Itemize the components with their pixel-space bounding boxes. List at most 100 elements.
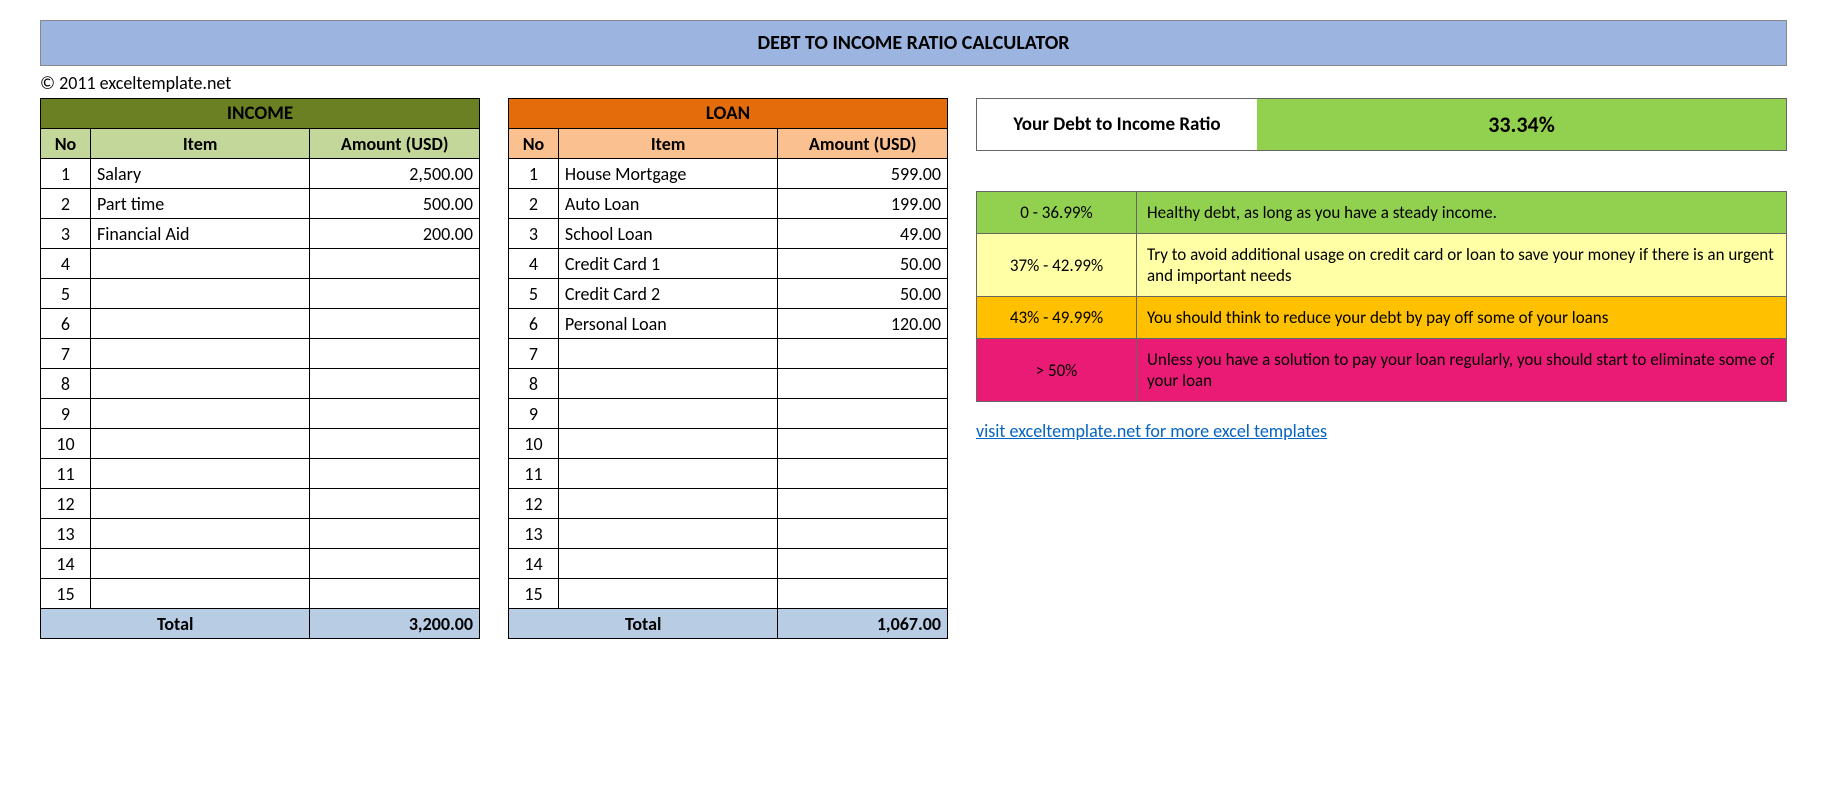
cell-item[interactable]: Auto Loan [558,189,777,219]
cell-no[interactable]: 12 [509,489,559,519]
cell-no[interactable]: 10 [509,429,559,459]
cell-item[interactable]: Personal Loan [558,309,777,339]
cell-amount[interactable] [310,309,480,339]
table-row: 14 [509,549,948,579]
cell-amount[interactable] [778,549,948,579]
cell-no[interactable]: 3 [509,219,559,249]
cell-no[interactable]: 10 [41,429,91,459]
cell-amount[interactable] [310,429,480,459]
cell-amount[interactable] [778,579,948,609]
cell-item[interactable] [90,369,309,399]
cell-item[interactable]: Credit Card 2 [558,279,777,309]
cell-item[interactable] [90,279,309,309]
cell-amount[interactable] [778,429,948,459]
cell-no[interactable]: 6 [41,309,91,339]
cell-amount[interactable] [310,249,480,279]
cell-amount[interactable]: 50.00 [778,279,948,309]
cell-item[interactable] [90,579,309,609]
cell-no[interactable]: 1 [509,159,559,189]
cell-item[interactable] [90,459,309,489]
cell-item[interactable]: Salary [90,159,309,189]
cell-amount[interactable]: 2,500.00 [310,159,480,189]
cell-no[interactable]: 1 [41,159,91,189]
cell-no[interactable]: 9 [41,399,91,429]
table-row: 11 [41,459,480,489]
cell-amount[interactable] [310,519,480,549]
cell-amount[interactable] [310,369,480,399]
cell-no[interactable]: 8 [509,369,559,399]
cell-amount[interactable] [778,369,948,399]
cell-no[interactable]: 15 [41,579,91,609]
cell-item[interactable] [558,399,777,429]
cell-item[interactable] [90,549,309,579]
cell-item[interactable] [90,309,309,339]
cell-item[interactable]: Part time [90,189,309,219]
cell-no[interactable]: 7 [509,339,559,369]
cell-amount[interactable] [310,579,480,609]
cell-no[interactable]: 15 [509,579,559,609]
cell-amount[interactable] [778,519,948,549]
cell-amount[interactable] [310,339,480,369]
cell-amount[interactable]: 200.00 [310,219,480,249]
cell-item[interactable] [558,339,777,369]
cell-no[interactable]: 8 [41,369,91,399]
cell-item[interactable] [90,519,309,549]
cell-item[interactable] [558,369,777,399]
cell-amount[interactable] [310,549,480,579]
cell-amount[interactable]: 599.00 [778,159,948,189]
cell-no[interactable]: 14 [509,549,559,579]
legend-row: 37% - 42.99%Try to avoid additional usag… [977,234,1787,297]
cell-amount[interactable] [778,399,948,429]
cell-item[interactable]: School Loan [558,219,777,249]
cell-no[interactable]: 11 [509,459,559,489]
cell-no[interactable]: 4 [509,249,559,279]
cell-amount[interactable] [778,459,948,489]
cell-no[interactable]: 12 [41,489,91,519]
ratio-label: Your Debt to Income Ratio [977,99,1257,150]
cell-item[interactable] [90,339,309,369]
cell-item[interactable] [90,489,309,519]
cell-no[interactable]: 5 [41,279,91,309]
cell-no[interactable]: 14 [41,549,91,579]
cell-item[interactable]: Financial Aid [90,219,309,249]
main-columns: INCOME No Item Amount (USD) 1Salary2,500… [40,98,1787,639]
cell-amount[interactable] [310,279,480,309]
cell-item[interactable] [90,399,309,429]
cell-no[interactable]: 3 [41,219,91,249]
cell-no[interactable]: 2 [509,189,559,219]
legend-desc: You should think to reduce your debt by … [1137,297,1787,339]
cell-item[interactable]: House Mortgage [558,159,777,189]
cell-amount[interactable] [310,489,480,519]
income-total-label: Total [41,609,310,639]
cell-item[interactable] [558,429,777,459]
cell-no[interactable]: 9 [509,399,559,429]
cell-no[interactable]: 5 [509,279,559,309]
cell-no[interactable]: 2 [41,189,91,219]
cell-amount[interactable]: 50.00 [778,249,948,279]
cell-amount[interactable] [310,399,480,429]
cell-item[interactable] [558,579,777,609]
cell-item[interactable] [558,489,777,519]
table-row: 2Auto Loan199.00 [509,189,948,219]
cell-amount[interactable]: 120.00 [778,309,948,339]
cell-item[interactable] [558,519,777,549]
cell-item[interactable]: Credit Card 1 [558,249,777,279]
cell-no[interactable]: 13 [509,519,559,549]
cell-amount[interactable]: 500.00 [310,189,480,219]
cell-item[interactable] [90,249,309,279]
cell-amount[interactable]: 49.00 [778,219,948,249]
template-link[interactable]: visit exceltemplate.net for more excel t… [976,420,1327,442]
cell-no[interactable]: 11 [41,459,91,489]
cell-no[interactable]: 13 [41,519,91,549]
cell-no[interactable]: 6 [509,309,559,339]
cell-amount[interactable] [778,339,948,369]
cell-item[interactable] [558,549,777,579]
cell-no[interactable]: 7 [41,339,91,369]
cell-item[interactable] [558,459,777,489]
cell-amount[interactable] [310,459,480,489]
cell-item[interactable] [90,429,309,459]
cell-amount[interactable]: 199.00 [778,189,948,219]
cell-amount[interactable] [778,489,948,519]
table-row: 13 [41,519,480,549]
cell-no[interactable]: 4 [41,249,91,279]
